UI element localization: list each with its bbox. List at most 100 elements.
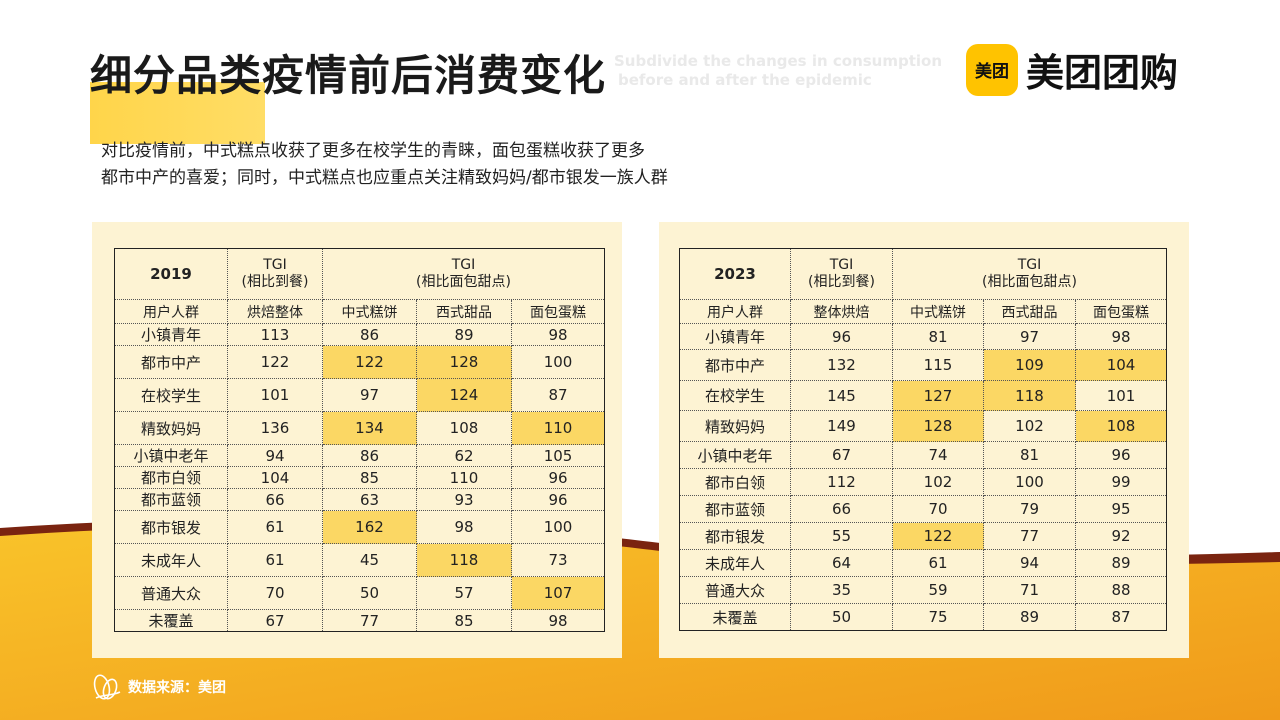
tgi-value-cell: 88 bbox=[1074, 576, 1168, 604]
table-row: 都市中产 122 122 128 100 bbox=[114, 345, 606, 379]
tgi-value-cell: 61 bbox=[892, 549, 984, 577]
tgi-bakery-header: TGI (相比面包甜点) bbox=[321, 248, 606, 300]
tgi-value-cell: 87 bbox=[1074, 603, 1168, 631]
table-row: 在校学生 101 97 124 87 bbox=[114, 378, 606, 412]
table-row: 都市蓝领 66 63 93 96 bbox=[114, 488, 606, 511]
column-header: 西式甜品 bbox=[416, 299, 512, 324]
tgi-value-cell: 101 bbox=[1074, 380, 1168, 411]
column-header: 中式糕饼 bbox=[322, 299, 417, 324]
highlighted-tgi-cell: 122 bbox=[322, 345, 417, 379]
tgi-value-cell: 64 bbox=[790, 549, 893, 577]
table-row: 未成年人 64 61 94 89 bbox=[679, 549, 1168, 577]
user-group-cell: 未成年人 bbox=[114, 543, 228, 577]
column-header-row: 用户人群 烘焙整体 中式糕饼 西式甜品 面包蛋糕 bbox=[114, 299, 606, 324]
tgi-value-cell: 89 bbox=[983, 603, 1076, 631]
user-group-cell: 都市中产 bbox=[679, 349, 791, 381]
highlighted-tgi-cell: 110 bbox=[510, 411, 606, 445]
user-group-cell: 普通大众 bbox=[114, 576, 228, 610]
tgi-sub-label: (相比到餐) bbox=[241, 274, 309, 290]
tgi-value-cell: 85 bbox=[322, 466, 417, 489]
tgi-value-cell: 98 bbox=[510, 609, 606, 632]
tgi-value-cell: 149 bbox=[790, 410, 893, 442]
tgi-value-cell: 104 bbox=[227, 466, 323, 489]
tgi-value-cell: 100 bbox=[510, 345, 606, 379]
table-row: 小镇中老年 94 86 62 105 bbox=[114, 444, 606, 467]
table-row: 在校学生 145 127 118 101 bbox=[679, 380, 1168, 411]
tgi-value-cell: 61 bbox=[227, 543, 323, 577]
tgi-label: TGI bbox=[263, 257, 287, 273]
tgi-table-2019: 2019 TGI (相比到餐) TGI (相比面包甜点) 用户人群 烘焙整体 中… bbox=[114, 248, 606, 632]
tgi-value-cell: 132 bbox=[790, 349, 893, 381]
table-row: 小镇中老年 67 74 81 96 bbox=[679, 441, 1168, 469]
tgi-value-cell: 100 bbox=[983, 468, 1076, 496]
user-group-cell: 都市白领 bbox=[114, 466, 228, 489]
tgi-value-cell: 74 bbox=[892, 441, 984, 469]
table-row: 普通大众 70 50 57 107 bbox=[114, 576, 606, 610]
tgi-value-cell: 70 bbox=[227, 576, 323, 610]
highlighted-tgi-cell: 107 bbox=[510, 576, 606, 610]
title-highlight-bar bbox=[90, 82, 265, 144]
tgi-value-cell: 95 bbox=[1074, 495, 1168, 523]
user-group-cell: 小镇中老年 bbox=[679, 441, 791, 469]
tgi-value-cell: 89 bbox=[416, 323, 512, 346]
tgi-value-cell: 63 bbox=[322, 488, 417, 511]
tgi-value-cell: 81 bbox=[892, 323, 984, 350]
table-row: 普通大众 35 59 71 88 bbox=[679, 576, 1168, 604]
tgi-value-cell: 96 bbox=[1074, 441, 1168, 469]
table-row: 精致妈妈 136 134 108 110 bbox=[114, 411, 606, 445]
user-group-cell: 都市白领 bbox=[679, 468, 791, 496]
tgi-label: TGI bbox=[451, 257, 476, 273]
tgi-dine-header: TGI (相比到餐) bbox=[227, 248, 323, 300]
user-group-cell: 未覆盖 bbox=[679, 603, 791, 631]
tgi-bakery-header: TGI (相比面包甜点) bbox=[891, 248, 1168, 300]
tgi-label: TGI bbox=[1017, 257, 1042, 273]
table-row: 未覆盖 67 77 85 98 bbox=[114, 609, 606, 632]
highlighted-tgi-cell: 124 bbox=[416, 378, 512, 412]
table-row: 都市白领 104 85 110 96 bbox=[114, 466, 606, 489]
tgi-value-cell: 62 bbox=[416, 444, 512, 467]
description-line-1: 对比疫情前，中式糕点收获了更多在校学生的青睐，面包蛋糕收获了更多 bbox=[101, 141, 645, 161]
user-group-cell: 未成年人 bbox=[679, 549, 791, 577]
tgi-value-cell: 98 bbox=[1074, 323, 1168, 350]
tgi-value-cell: 50 bbox=[790, 603, 893, 631]
column-header: 中式糕饼 bbox=[892, 299, 984, 324]
tgi-value-cell: 112 bbox=[790, 468, 893, 496]
tgi-value-cell: 67 bbox=[227, 609, 323, 632]
column-header: 面包蛋糕 bbox=[1074, 299, 1168, 324]
user-group-cell: 精致妈妈 bbox=[679, 410, 791, 442]
column-header: 用户人群 bbox=[679, 299, 791, 324]
tgi-value-cell: 115 bbox=[892, 349, 984, 381]
tgi-value-cell: 102 bbox=[983, 410, 1076, 442]
column-header: 用户人群 bbox=[114, 299, 228, 324]
user-group-cell: 都市蓝领 bbox=[114, 488, 228, 511]
tgi-sub-label: (相比面包甜点) bbox=[416, 274, 511, 290]
table-row: 小镇青年 113 86 89 98 bbox=[114, 323, 606, 346]
table-row: 小镇青年 96 81 97 98 bbox=[679, 323, 1168, 350]
user-group-cell: 未覆盖 bbox=[114, 609, 228, 632]
tgi-value-cell: 108 bbox=[416, 411, 512, 445]
highlighted-tgi-cell: 162 bbox=[322, 510, 417, 544]
english-subtitle: Subdivide the changes in consumption bef… bbox=[614, 52, 942, 90]
table-panel-2023: 2023 TGI (相比到餐) TGI (相比面包甜点) 用户人群 整体烘焙 中… bbox=[659, 222, 1189, 658]
tgi-value-cell: 102 bbox=[892, 468, 984, 496]
tgi-value-cell: 101 bbox=[227, 378, 323, 412]
logo-text: 美团团购 bbox=[1026, 51, 1179, 95]
user-group-cell: 在校学生 bbox=[679, 380, 791, 411]
tgi-value-cell: 87 bbox=[510, 378, 606, 412]
data-source: 数据来源：美团 bbox=[90, 672, 226, 702]
tgi-value-cell: 70 bbox=[892, 495, 984, 523]
column-header: 烘焙整体 bbox=[227, 299, 323, 324]
table-row: 都市银发 55 122 77 92 bbox=[679, 522, 1168, 550]
column-header: 整体烘焙 bbox=[790, 299, 893, 324]
tgi-value-cell: 79 bbox=[983, 495, 1076, 523]
highlighted-tgi-cell: 118 bbox=[416, 543, 512, 577]
tgi-value-cell: 92 bbox=[1074, 522, 1168, 550]
tgi-value-cell: 97 bbox=[983, 323, 1076, 350]
table-row: 未成年人 61 45 118 73 bbox=[114, 543, 606, 577]
table-row: 都市中产 132 115 109 104 bbox=[679, 349, 1168, 381]
tgi-value-cell: 122 bbox=[227, 345, 323, 379]
tgi-value-cell: 73 bbox=[510, 543, 606, 577]
tgi-value-cell: 98 bbox=[510, 323, 606, 346]
column-header: 面包蛋糕 bbox=[510, 299, 606, 324]
user-group-cell: 普通大众 bbox=[679, 576, 791, 604]
